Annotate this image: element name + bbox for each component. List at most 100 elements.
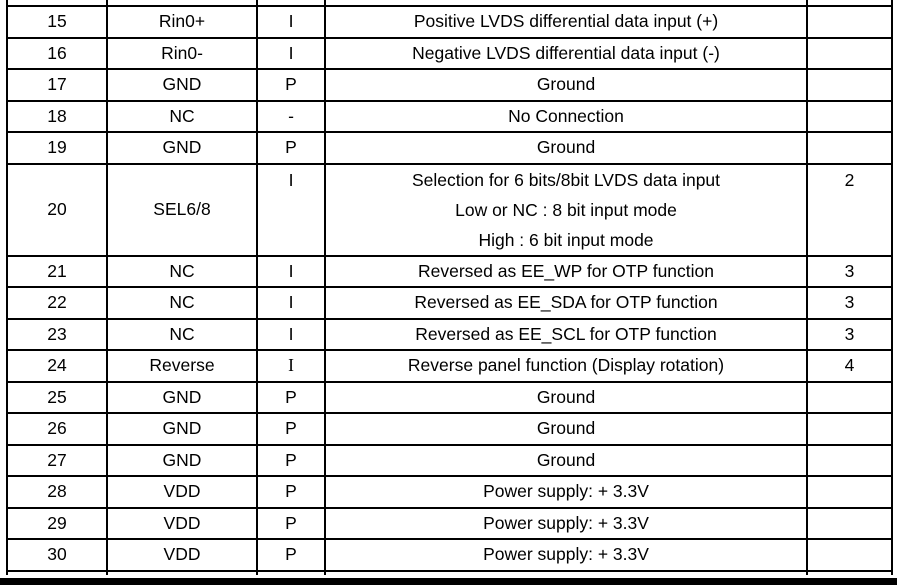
io-type-cell: I bbox=[256, 317, 326, 351]
description-cell: Reversed as EE_SDA for OTP function bbox=[324, 286, 808, 320]
thick-bottom-rule bbox=[0, 578, 897, 585]
empty-cell bbox=[256, 569, 326, 575]
signal-name-cell: GND bbox=[106, 412, 258, 446]
description-line: Selection for 6 bits/8bit LVDS data inpu… bbox=[411, 169, 721, 190]
pin-number-cell: 22 bbox=[6, 286, 108, 320]
pin-number-cell: 18 bbox=[6, 99, 108, 133]
note-cell bbox=[806, 412, 893, 446]
signal-name-cell: SEL6/8 bbox=[106, 162, 258, 257]
table-row-pin26: 26 GND P Ground bbox=[6, 412, 893, 446]
description-cell: Reverse panel function (Display rotation… bbox=[324, 349, 808, 383]
io-type-cell: P bbox=[256, 412, 326, 446]
pin-number-cell: 17 bbox=[6, 68, 108, 102]
pin-number-cell: 16 bbox=[6, 36, 108, 70]
io-type-cell: I bbox=[256, 349, 326, 383]
pin-number-cell: 30 bbox=[6, 538, 108, 572]
io-type-cell: P bbox=[256, 506, 326, 540]
table-row-pin28: 28 VDD P Power supply: + 3.3V bbox=[6, 475, 893, 509]
pin-number-cell: 28 bbox=[6, 475, 108, 509]
table-row-pin20: 20 SEL6/8 I Selection for 6 bits/8bit LV… bbox=[6, 162, 893, 257]
signal-name-cell: NC bbox=[106, 254, 258, 288]
pin-number-cell: 26 bbox=[6, 412, 108, 446]
cropped-row-bottom bbox=[6, 569, 893, 575]
table-row-pin24: 24 Reverse I Reverse panel function (Dis… bbox=[6, 349, 893, 383]
note-cell bbox=[806, 538, 893, 572]
pin-number-cell: 24 bbox=[6, 349, 108, 383]
empty-cell bbox=[256, 0, 326, 7]
description-cell: Ground bbox=[324, 131, 808, 165]
signal-name-cell: VDD bbox=[106, 475, 258, 509]
io-type-cell: P bbox=[256, 443, 326, 477]
signal-name-cell: NC bbox=[106, 286, 258, 320]
note-cell bbox=[806, 475, 893, 509]
pin-number-cell: 19 bbox=[6, 131, 108, 165]
pin-number-cell: 20 bbox=[6, 162, 108, 257]
signal-name-cell: Rin0+ bbox=[106, 5, 258, 39]
empty-cell bbox=[6, 569, 108, 575]
empty-cell bbox=[6, 0, 108, 7]
table-row-pin25: 25 GND P Ground bbox=[6, 380, 893, 414]
io-type-cell: P bbox=[256, 475, 326, 509]
signal-name-cell: Reverse bbox=[106, 349, 258, 383]
signal-name-cell: VDD bbox=[106, 506, 258, 540]
note-cell bbox=[806, 131, 893, 165]
description-cell: Negative LVDS differential data input (-… bbox=[324, 36, 808, 70]
note-cell bbox=[806, 68, 893, 102]
description-line: Low or NC : 8 bit input mode bbox=[455, 199, 677, 220]
pin-number-cell: 29 bbox=[6, 506, 108, 540]
description-cell: Selection for 6 bits/8bit LVDS data inpu… bbox=[324, 162, 808, 257]
io-type-cell: P bbox=[256, 380, 326, 414]
signal-name-cell: NC bbox=[106, 99, 258, 133]
description-cell: Power supply: + 3.3V bbox=[324, 475, 808, 509]
note-cell: 3 bbox=[806, 317, 893, 351]
empty-cell bbox=[806, 569, 893, 575]
note-cell: 4 bbox=[806, 349, 893, 383]
io-type-cell: I bbox=[256, 286, 326, 320]
empty-cell bbox=[324, 0, 808, 7]
description-cell: Ground bbox=[324, 68, 808, 102]
note-cell: 3 bbox=[806, 254, 893, 288]
io-type-cell: I bbox=[256, 162, 326, 257]
signal-name-cell: VDD bbox=[106, 538, 258, 572]
signal-name-cell: NC bbox=[106, 317, 258, 351]
description-cell: Reversed as EE_SCL for OTP function bbox=[324, 317, 808, 351]
pin-assignment-table: 15 Rin0+ I Positive LVDS differential da… bbox=[6, 0, 893, 575]
pin-number-cell: 27 bbox=[6, 443, 108, 477]
description-cell: Ground bbox=[324, 412, 808, 446]
note-cell bbox=[806, 36, 893, 70]
table-row-pin15: 15 Rin0+ I Positive LVDS differential da… bbox=[6, 5, 893, 39]
note-cell bbox=[806, 506, 893, 540]
io-type-cell: - bbox=[256, 99, 326, 133]
description-cell: No Connection bbox=[324, 99, 808, 133]
description-line: High : 6 bit input mode bbox=[478, 229, 654, 250]
signal-name-cell: GND bbox=[106, 68, 258, 102]
empty-cell bbox=[324, 569, 808, 575]
note-cell bbox=[806, 380, 893, 414]
note-cell bbox=[806, 5, 893, 39]
io-type-cell: P bbox=[256, 68, 326, 102]
io-type-cell: P bbox=[256, 538, 326, 572]
table-row-pin18: 18 NC - No Connection bbox=[6, 99, 893, 133]
io-type-cell: I bbox=[256, 5, 326, 39]
signal-name-cell: GND bbox=[106, 443, 258, 477]
description-cell: Power supply: + 3.3V bbox=[324, 506, 808, 540]
table-row-pin16: 16 Rin0- I Negative LVDS differential da… bbox=[6, 36, 893, 70]
pin-number-cell: 15 bbox=[6, 5, 108, 39]
empty-cell bbox=[106, 569, 258, 575]
io-type-cell: I bbox=[256, 36, 326, 70]
signal-name-cell: Rin0- bbox=[106, 36, 258, 70]
description-cell: Positive LVDS differential data input (+… bbox=[324, 5, 808, 39]
note-cell bbox=[806, 99, 893, 133]
signal-name-cell: GND bbox=[106, 380, 258, 414]
description-cell: Power supply: + 3.3V bbox=[324, 538, 808, 572]
empty-cell bbox=[106, 0, 258, 7]
empty-cell bbox=[806, 0, 893, 7]
pin-number-cell: 25 bbox=[6, 380, 108, 414]
io-type-cell: I bbox=[256, 254, 326, 288]
table-row-pin17: 17 GND P Ground bbox=[6, 68, 893, 102]
io-type-cell: P bbox=[256, 131, 326, 165]
table-row-pin30: 30 VDD P Power supply: + 3.3V bbox=[6, 538, 893, 572]
table-row-pin23: 23 NC I Reversed as EE_SCL for OTP funct… bbox=[6, 317, 893, 351]
table-row-pin29: 29 VDD P Power supply: + 3.3V bbox=[6, 506, 893, 540]
pin-number-cell: 21 bbox=[6, 254, 108, 288]
